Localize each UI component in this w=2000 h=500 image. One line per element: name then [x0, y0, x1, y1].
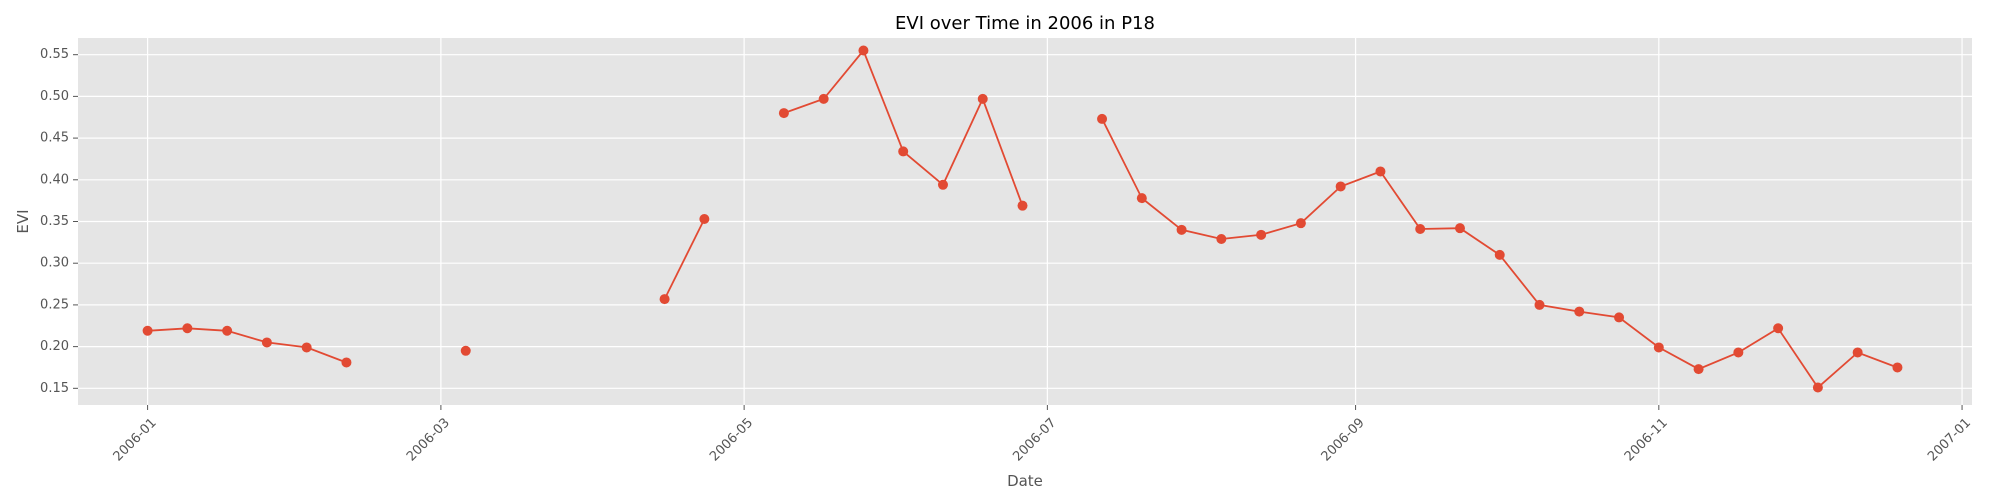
y-axis-ticks: 0.15 0.20 0.25 0.30 0.35 0.40 0.45 0.50 0.55 — [40, 47, 78, 396]
data-point — [818, 93, 829, 104]
data-point — [341, 357, 352, 368]
x-axis-ticks: 2006-01 2006-03 2006-05 2006-07 2006-09 2006-… — [111, 405, 1974, 464]
y-tick-label: 0.30 — [40, 256, 69, 271]
data-point — [1614, 312, 1625, 323]
x-tick-label: 2007-01 — [1925, 415, 1974, 464]
data-point — [898, 146, 909, 157]
data-point — [1733, 347, 1744, 358]
y-tick-label: 0.25 — [40, 297, 69, 312]
data-point — [142, 325, 153, 336]
data-point — [1773, 323, 1784, 334]
grid-lines — [78, 38, 1972, 405]
data-point — [1415, 224, 1426, 235]
chart-title: EVI over Time in 2006 in P18 — [895, 13, 1155, 34]
x-axis-label: Date — [1007, 472, 1043, 490]
y-tick-label: 0.15 — [40, 381, 69, 396]
data-point — [1534, 299, 1545, 310]
y-tick-label: 0.40 — [40, 172, 69, 187]
data-point — [1335, 181, 1346, 192]
data-point — [1693, 364, 1704, 375]
data-point — [1017, 200, 1028, 211]
data-point — [1494, 249, 1505, 260]
y-tick-label: 0.50 — [40, 89, 69, 104]
data-point — [1136, 193, 1147, 204]
x-tick-label: 2006-01 — [111, 415, 160, 464]
evi-series — [142, 45, 1903, 393]
x-tick-label: 2006-05 — [707, 415, 756, 464]
data-point — [699, 213, 710, 224]
data-point — [301, 342, 312, 353]
data-point — [222, 325, 233, 336]
data-point — [937, 179, 948, 190]
data-point — [1176, 224, 1187, 235]
data-point — [1852, 347, 1863, 358]
data-point — [1454, 223, 1465, 234]
data-point — [1256, 229, 1267, 240]
data-point — [977, 93, 988, 104]
data-point — [1653, 342, 1664, 353]
y-tick-label: 0.20 — [40, 339, 69, 354]
data-point — [460, 345, 471, 356]
data-point — [659, 294, 670, 305]
y-axis-label: EVI — [14, 209, 32, 233]
x-tick-label: 2006-07 — [1010, 415, 1059, 464]
data-point — [858, 45, 869, 56]
data-point — [1375, 166, 1386, 177]
data-point — [1892, 362, 1903, 373]
x-tick-label: 2006-03 — [404, 415, 453, 464]
data-point — [1216, 234, 1227, 245]
x-tick-label: 2006-09 — [1319, 415, 1368, 464]
data-point — [778, 108, 789, 119]
data-point — [182, 323, 193, 334]
data-point — [261, 337, 272, 348]
data-point — [1097, 113, 1108, 124]
y-tick-label: 0.55 — [40, 47, 69, 62]
data-point — [1295, 218, 1306, 229]
data-point — [1574, 306, 1585, 317]
y-tick-label: 0.45 — [40, 131, 69, 146]
data-point — [1812, 382, 1823, 393]
y-tick-label: 0.35 — [40, 214, 69, 229]
x-tick-label: 2006-11 — [1622, 415, 1671, 464]
series-line-segment — [663, 218, 706, 300]
series-line-segment — [147, 327, 347, 364]
